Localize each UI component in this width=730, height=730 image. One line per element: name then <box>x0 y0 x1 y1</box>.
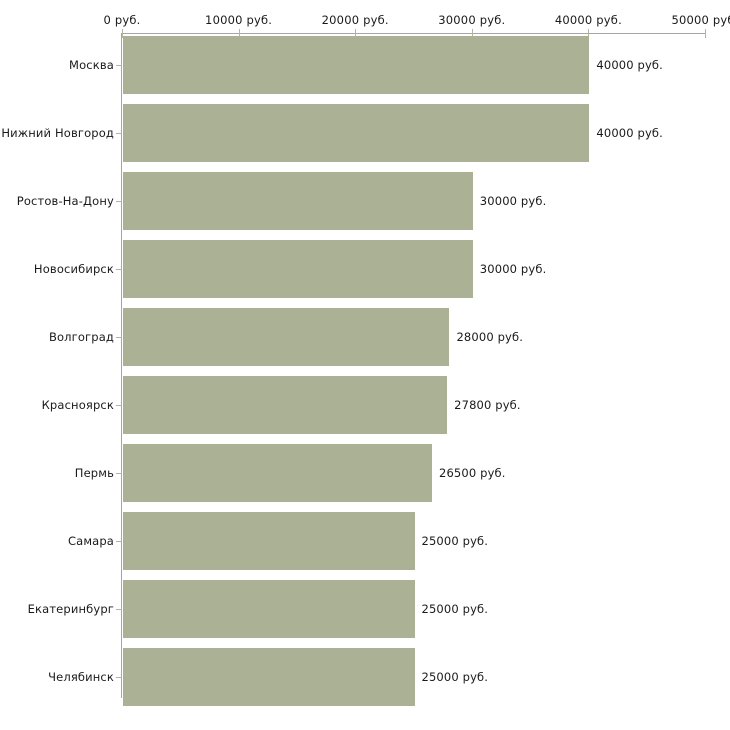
bar <box>123 512 415 570</box>
bar-value-label: 28000 руб. <box>456 330 524 344</box>
x-axis-tick <box>238 29 240 38</box>
y-axis-tick <box>116 609 122 610</box>
y-axis-tick <box>116 201 122 202</box>
x-axis-tick-label: 30000 руб. <box>438 13 506 27</box>
category-label: Ростов-На-Дону <box>16 194 114 208</box>
x-axis-tick-label: 10000 руб. <box>205 13 273 27</box>
y-axis-tick <box>116 541 122 542</box>
category-label: Челябинск <box>48 670 114 684</box>
bar <box>123 36 590 94</box>
x-axis-tick <box>471 29 473 38</box>
bar <box>123 580 415 638</box>
category-label-row: Новосибирск <box>0 262 114 276</box>
bar <box>123 308 450 366</box>
category-label: Волгоград <box>48 330 114 344</box>
x-axis-tick-label: 20000 руб. <box>321 13 389 27</box>
x-axis-tick <box>705 29 706 38</box>
bar <box>123 648 415 706</box>
y-axis-tick <box>116 677 122 678</box>
category-label-row: Нижний Новгород <box>0 126 114 140</box>
category-label: Москва <box>69 58 114 72</box>
category-label: Красноярск <box>41 398 114 412</box>
bar-value-label: 40000 руб. <box>596 58 663 72</box>
bar <box>123 376 448 434</box>
bar <box>123 240 473 298</box>
bar-value-label: 25000 руб. <box>421 534 489 548</box>
category-label-row: Екатеринбург <box>0 602 114 616</box>
category-label-row: Москва <box>0 58 114 72</box>
y-axis-tick <box>116 269 122 270</box>
y-axis-line <box>121 33 122 698</box>
x-axis-tick-label: 50000 руб. <box>671 13 730 27</box>
y-axis-tick <box>116 405 122 406</box>
category-label: Нижний Новгород <box>1 126 114 140</box>
x-axis-tick <box>122 29 123 38</box>
x-axis-tick <box>588 29 590 38</box>
category-label: Новосибирск <box>33 262 114 276</box>
bar <box>123 104 590 162</box>
category-label-row: Ростов-На-Дону <box>0 194 114 208</box>
bar-value-label: 25000 руб. <box>421 602 489 616</box>
bar-value-label: 30000 руб. <box>479 262 547 276</box>
bar-value-label: 40000 руб. <box>596 126 663 140</box>
category-label: Самара <box>67 534 114 548</box>
bar <box>123 444 432 502</box>
bar <box>123 172 473 230</box>
category-label: Екатеринбург <box>27 602 114 616</box>
bar-value-label: 25000 руб. <box>421 670 489 684</box>
y-axis-tick <box>116 473 122 474</box>
y-axis-tick <box>116 65 122 66</box>
category-label-row: Челябинск <box>0 670 114 684</box>
y-axis-tick <box>116 133 122 134</box>
y-axis-tick <box>116 337 122 338</box>
x-axis-line <box>122 33 705 34</box>
bar-value-label: 27800 руб. <box>454 398 521 412</box>
x-axis-tick <box>355 29 357 38</box>
x-axis-tick-label: 0 руб. <box>103 13 141 27</box>
x-axis-tick-label: 40000 руб. <box>554 13 622 27</box>
bar-value-label: 26500 руб. <box>438 466 506 480</box>
category-label-row: Пермь <box>0 466 114 480</box>
category-label-row: Красноярск <box>0 398 114 412</box>
bar-value-label: 30000 руб. <box>479 194 547 208</box>
category-label-row: Волгоград <box>0 330 114 344</box>
category-label: Пермь <box>74 466 114 480</box>
category-label-row: Самара <box>0 534 114 548</box>
